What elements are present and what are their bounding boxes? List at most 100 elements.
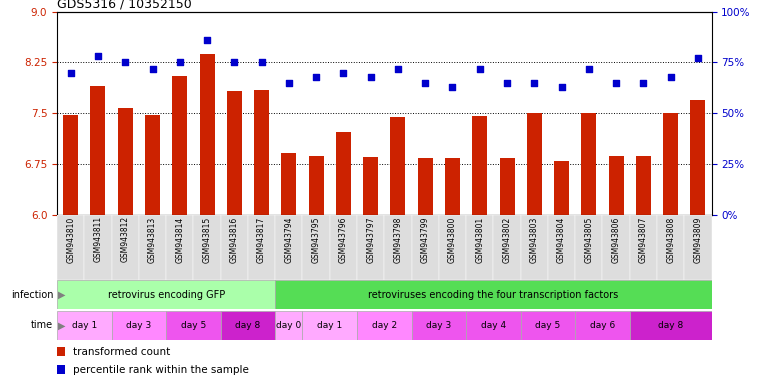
Text: day 3: day 3: [126, 321, 151, 330]
Text: GSM943804: GSM943804: [557, 216, 566, 263]
Point: [501, 79, 513, 86]
Bar: [499, 158, 514, 215]
Point: [556, 84, 568, 90]
Bar: [609, 156, 623, 215]
Bar: [630, 311, 712, 340]
Text: GSM943799: GSM943799: [421, 216, 430, 263]
Bar: [330, 215, 357, 280]
Bar: [384, 215, 412, 280]
Bar: [636, 156, 651, 215]
Text: GSM943805: GSM943805: [584, 216, 594, 263]
Bar: [227, 91, 242, 215]
Bar: [466, 311, 521, 340]
Bar: [303, 311, 357, 340]
Bar: [554, 161, 569, 215]
Text: GSM943798: GSM943798: [393, 216, 403, 263]
Point: [473, 65, 486, 71]
Bar: [166, 215, 193, 280]
Bar: [309, 156, 323, 215]
Bar: [118, 108, 132, 215]
Text: day 8: day 8: [658, 321, 683, 330]
Bar: [575, 215, 603, 280]
Bar: [275, 311, 303, 340]
Bar: [439, 215, 466, 280]
Bar: [275, 280, 712, 309]
Text: GSM943809: GSM943809: [693, 216, 702, 263]
Point: [664, 74, 677, 80]
Bar: [657, 215, 684, 280]
Bar: [663, 113, 678, 215]
Bar: [336, 132, 351, 215]
Text: GSM943808: GSM943808: [666, 216, 675, 263]
Point: [174, 59, 186, 65]
Bar: [357, 215, 384, 280]
Text: GSM943810: GSM943810: [66, 216, 75, 263]
Text: GSM943801: GSM943801: [476, 216, 484, 263]
Bar: [575, 311, 630, 340]
Bar: [57, 311, 112, 340]
Bar: [390, 118, 406, 215]
Text: infection: infection: [11, 290, 53, 300]
Bar: [493, 215, 521, 280]
Text: transformed count: transformed count: [73, 347, 170, 357]
Bar: [193, 215, 221, 280]
Text: GSM943802: GSM943802: [502, 216, 511, 263]
Bar: [363, 157, 378, 215]
Text: day 2: day 2: [371, 321, 397, 330]
Bar: [445, 158, 460, 215]
Bar: [112, 311, 166, 340]
Point: [365, 74, 377, 80]
Bar: [630, 215, 657, 280]
Point: [337, 70, 349, 76]
Bar: [473, 116, 487, 215]
Bar: [221, 311, 275, 340]
Text: day 1: day 1: [72, 321, 97, 330]
Bar: [581, 113, 597, 215]
Bar: [145, 115, 160, 215]
Point: [146, 65, 158, 71]
Bar: [57, 215, 84, 280]
Text: ▶: ▶: [58, 290, 65, 300]
Point: [283, 79, 295, 86]
Text: retroviruses encoding the four transcription factors: retroviruses encoding the four transcrip…: [368, 290, 619, 300]
Text: day 4: day 4: [481, 321, 506, 330]
Bar: [57, 280, 275, 309]
Text: GSM943794: GSM943794: [285, 216, 293, 263]
Bar: [166, 311, 221, 340]
Bar: [527, 113, 542, 215]
Text: GSM943813: GSM943813: [148, 216, 157, 263]
Text: time: time: [31, 320, 53, 331]
Point: [610, 79, 622, 86]
Text: day 1: day 1: [317, 321, 342, 330]
Bar: [521, 215, 548, 280]
Point: [228, 59, 240, 65]
Bar: [57, 365, 65, 374]
Text: GSM943807: GSM943807: [639, 216, 648, 263]
Bar: [466, 215, 493, 280]
Text: GSM943815: GSM943815: [202, 216, 212, 263]
Bar: [139, 215, 166, 280]
Bar: [548, 215, 575, 280]
Point: [119, 59, 132, 65]
Text: GSM943812: GSM943812: [121, 216, 129, 263]
Text: GSM943806: GSM943806: [612, 216, 620, 263]
Point: [256, 59, 268, 65]
Text: GSM943797: GSM943797: [366, 216, 375, 263]
Text: GSM943811: GSM943811: [94, 216, 103, 263]
Point: [92, 53, 104, 60]
Text: GSM943803: GSM943803: [530, 216, 539, 263]
Bar: [57, 347, 65, 356]
Text: day 5: day 5: [535, 321, 561, 330]
Text: GSM943800: GSM943800: [448, 216, 457, 263]
Bar: [684, 215, 712, 280]
Bar: [275, 215, 303, 280]
Bar: [603, 215, 630, 280]
Bar: [357, 311, 412, 340]
Text: GSM943816: GSM943816: [230, 216, 239, 263]
Point: [201, 37, 213, 43]
Text: day 5: day 5: [181, 321, 206, 330]
Bar: [91, 86, 106, 215]
Bar: [84, 215, 112, 280]
Text: day 0: day 0: [276, 321, 301, 330]
Text: ▶: ▶: [58, 320, 65, 331]
